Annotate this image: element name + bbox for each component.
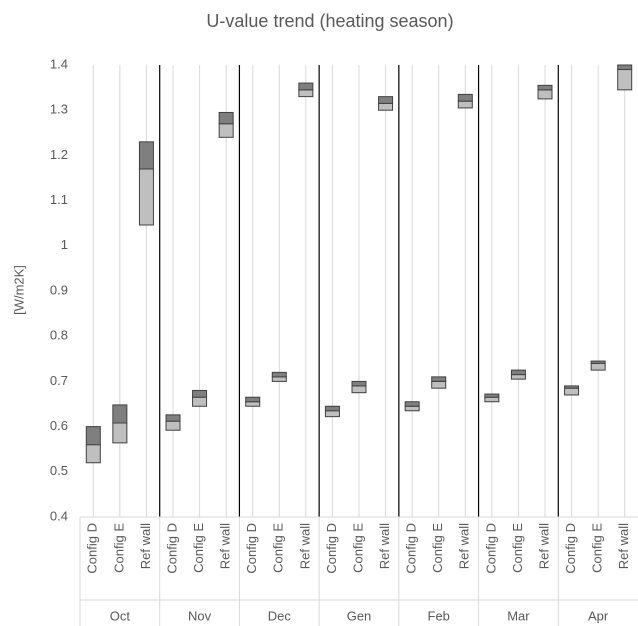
high-box [85, 426, 101, 446]
high-box [351, 380, 367, 387]
x-tick-label: Ref wall [218, 523, 233, 569]
x-tick-label: Ref wall [377, 523, 392, 569]
low-box [378, 102, 394, 111]
high-box [271, 371, 287, 378]
group-label: Gen [347, 608, 372, 623]
x-tick-label: Config D [164, 523, 179, 574]
high-box [138, 141, 154, 170]
x-tick-label: Config E [191, 523, 206, 573]
high-box [165, 414, 181, 422]
high-box [218, 111, 234, 125]
low-box [85, 444, 101, 464]
low-box [484, 396, 500, 403]
low-box [457, 100, 473, 109]
low-box [138, 168, 154, 226]
high-box [457, 93, 473, 102]
y-tick-label: 1.2 [50, 147, 68, 162]
x-tick-label: Config D [483, 523, 498, 574]
x-tick-label: Ref wall [297, 523, 312, 569]
low-box [617, 69, 633, 91]
y-tick-label: 1.4 [50, 56, 68, 71]
x-tick-label: Ref wall [138, 523, 153, 569]
low-box [351, 385, 367, 394]
high-box [564, 385, 580, 389]
low-box [431, 380, 447, 389]
high-box [617, 64, 633, 71]
high-box [378, 96, 394, 104]
y-axis-label: [W/m2K] [11, 265, 26, 315]
y-tick-label: 1 [61, 237, 68, 252]
group-label: Apr [588, 608, 609, 623]
group-label: Dec [268, 608, 292, 623]
group-label: Feb [428, 608, 450, 623]
x-tick-label: Config D [324, 523, 339, 574]
low-box [192, 396, 208, 407]
x-tick-label: Ref wall [457, 523, 472, 569]
high-box [298, 82, 314, 91]
low-box [590, 362, 606, 371]
x-tick-label: Ref wall [616, 523, 631, 569]
group-label: Nov [188, 608, 212, 623]
low-box [564, 387, 580, 396]
group-label: Oct [110, 608, 131, 623]
high-box [484, 393, 500, 398]
high-box [112, 404, 128, 424]
y-tick-label: 0.7 [50, 373, 68, 388]
y-tick-label: 0.4 [50, 508, 68, 523]
low-box [165, 420, 181, 431]
low-box [324, 410, 340, 418]
y-tick-label: 1.1 [50, 192, 68, 207]
x-tick-label: Config E [271, 523, 286, 573]
x-tick-label: Config D [85, 523, 100, 574]
x-tick-label: Config D [404, 523, 419, 574]
y-tick-label: 0.6 [50, 418, 68, 433]
low-box [537, 89, 553, 100]
high-box [537, 84, 553, 91]
high-box [245, 396, 261, 403]
low-box [404, 405, 420, 412]
low-box [510, 374, 526, 380]
low-box [271, 376, 287, 382]
high-box [590, 360, 606, 364]
group-label: Mar [507, 608, 530, 623]
high-box [192, 389, 208, 398]
y-tick-label: 0.5 [50, 463, 68, 478]
x-tick-label: Config E [350, 523, 365, 573]
x-tick-label: Config E [510, 523, 525, 573]
low-box [298, 89, 314, 98]
x-tick-label: Config D [563, 523, 578, 574]
high-box [431, 376, 447, 382]
low-box [218, 123, 234, 138]
x-tick-label: Ref wall [536, 523, 551, 569]
chart-title: U-value trend (heating season) [206, 11, 453, 31]
y-tick-label: 0.9 [50, 282, 68, 297]
high-box [324, 405, 340, 412]
x-tick-label: Config E [111, 523, 126, 573]
high-box [510, 369, 526, 376]
y-tick-label: 0.8 [50, 328, 68, 343]
high-box [404, 401, 420, 407]
low-box [245, 401, 261, 407]
low-box [112, 422, 128, 444]
x-tick-label: Config E [430, 523, 445, 573]
x-tick-label: Config E [590, 523, 605, 573]
x-tick-label: Config D [244, 523, 259, 574]
y-tick-label: 1.3 [50, 102, 68, 117]
